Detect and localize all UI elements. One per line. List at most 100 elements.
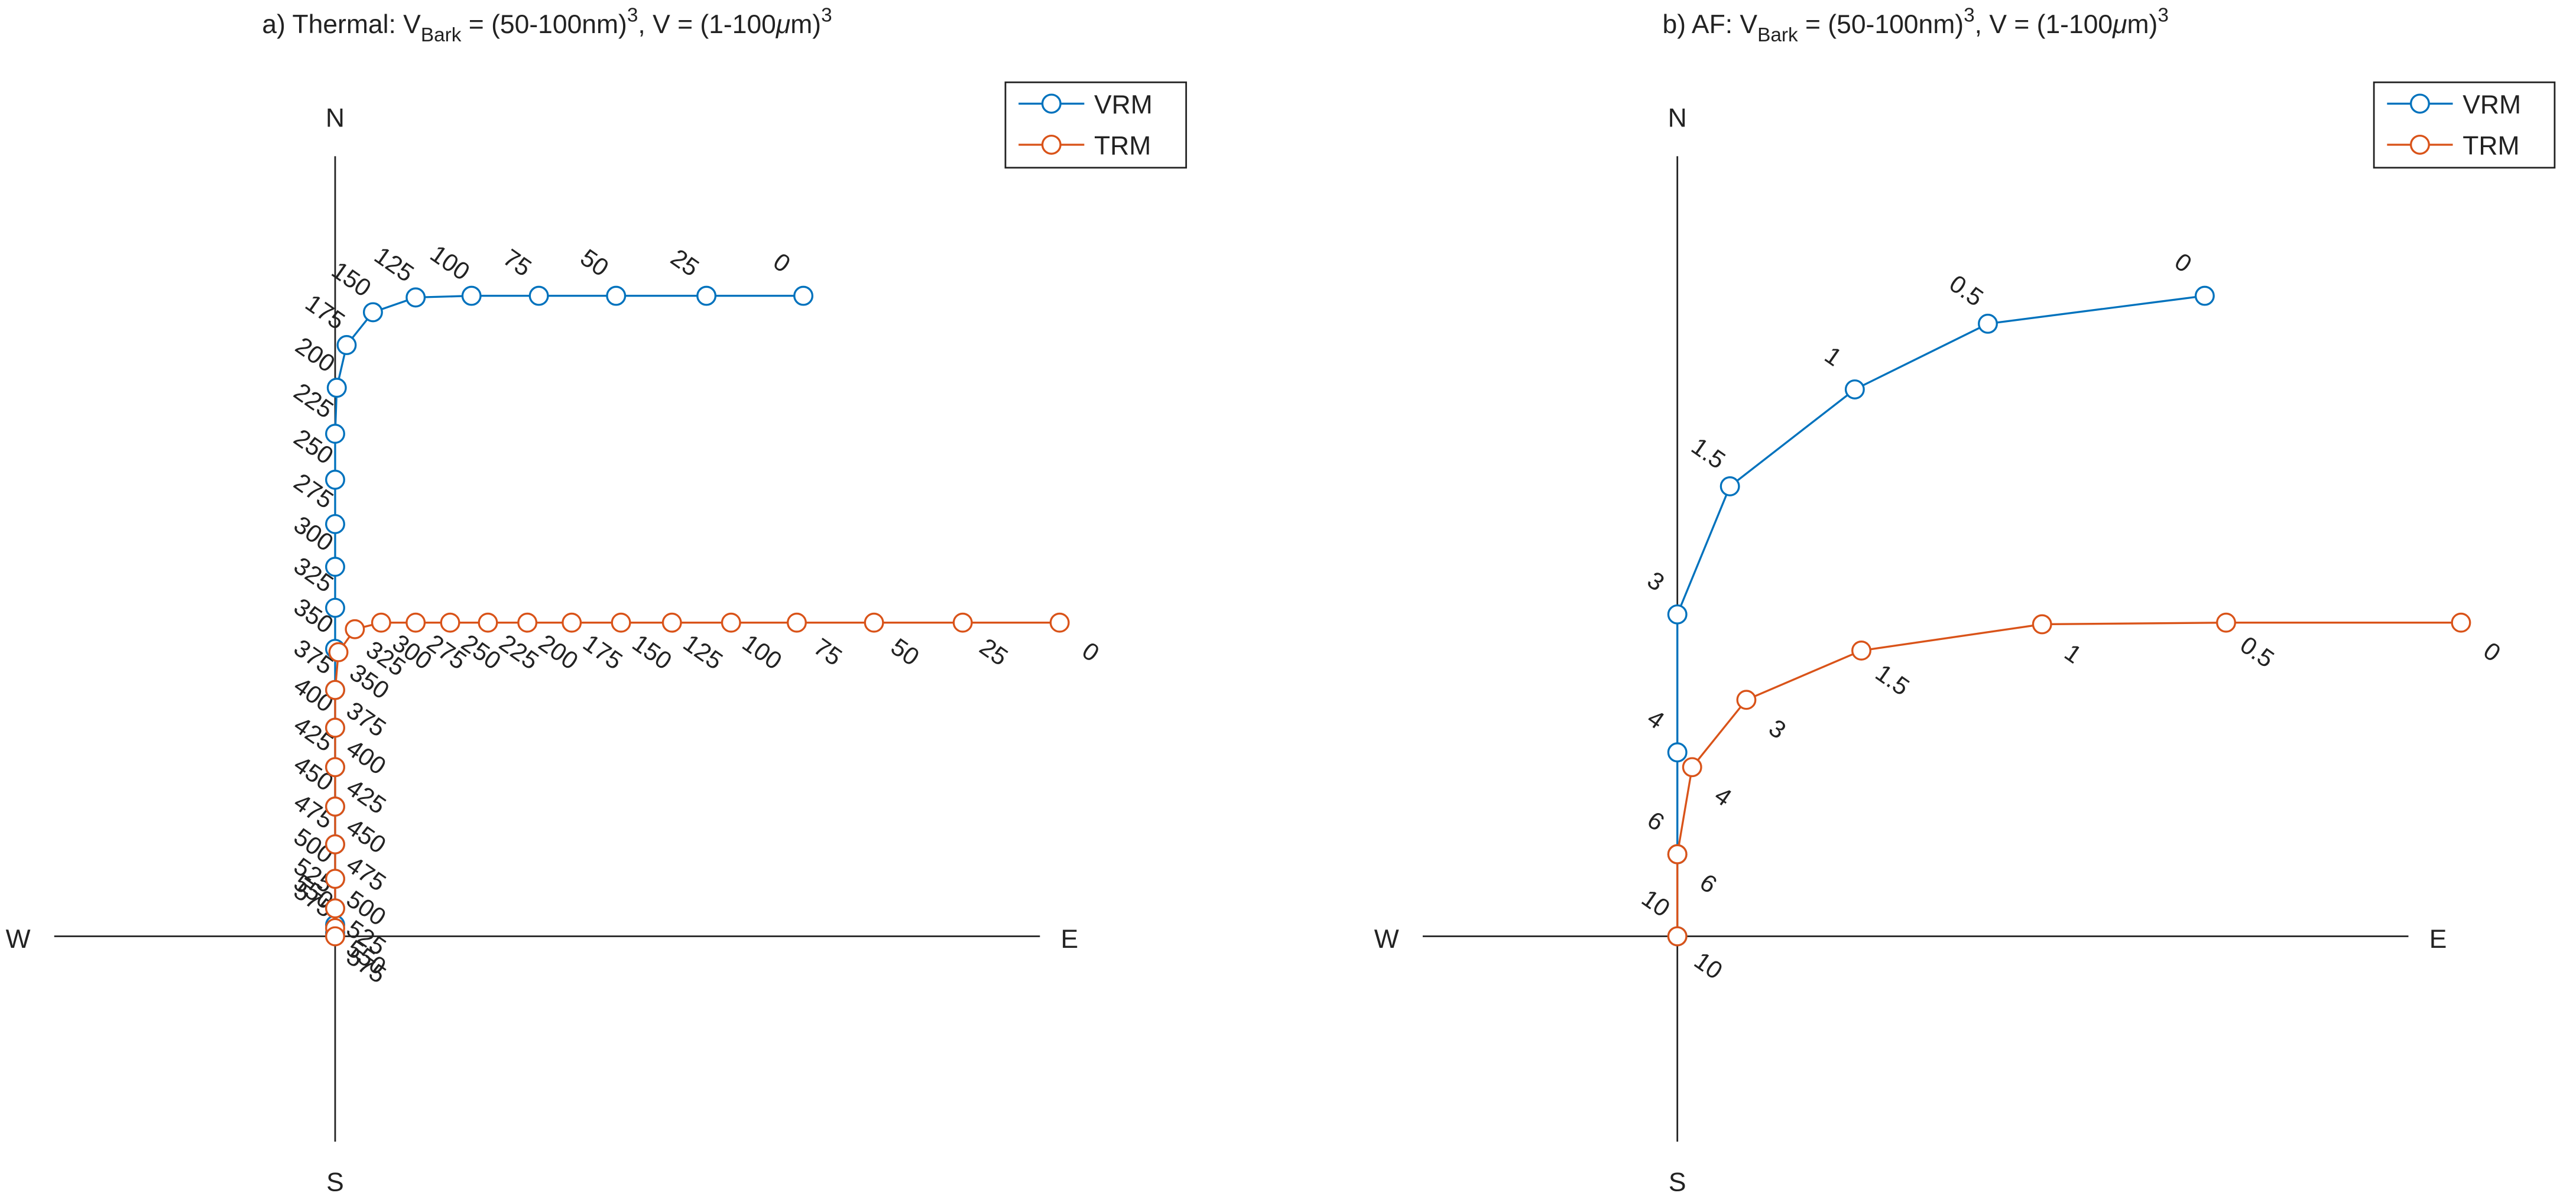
data-point: [1736, 690, 1757, 710]
title-part: 3: [821, 4, 832, 26]
point-label: 50: [886, 632, 924, 671]
point-label: 50: [576, 243, 614, 282]
point-label: 4: [1710, 781, 1737, 812]
point-label: 75: [498, 243, 537, 282]
point-label: 475: [342, 850, 391, 896]
series-line: [1676, 294, 2205, 937]
legend-marker: [1041, 93, 1062, 114]
point-label: 25: [666, 243, 704, 282]
data-point: [1667, 604, 1688, 625]
point-label: 150: [627, 629, 677, 675]
axis-label-w: W: [6, 925, 31, 954]
legend-label: VRM: [2463, 90, 2521, 119]
data-point: [528, 285, 549, 306]
point-label: 6: [1695, 868, 1722, 899]
series-line: [334, 622, 1060, 937]
legend-marker: [2410, 134, 2430, 155]
data-point: [325, 926, 345, 947]
data-point: [661, 612, 682, 633]
data-point: [325, 469, 345, 490]
point-label: 100: [738, 629, 787, 675]
point-label: 125: [369, 241, 419, 287]
point-label: 0.5: [1945, 269, 1988, 312]
title-part: Bark: [1757, 24, 1798, 46]
data-point: [325, 424, 345, 444]
point-label: 425: [342, 773, 391, 819]
point-label: 25: [975, 632, 1013, 671]
title-part: 3: [627, 4, 638, 26]
data-point: [696, 285, 717, 306]
legend-label: TRM: [1094, 132, 1151, 161]
title-part: , V = (1-100: [1975, 10, 2113, 39]
legend-label: VRM: [1094, 90, 1153, 119]
point-label: 1: [1820, 341, 1847, 372]
data-point: [461, 285, 482, 306]
title-part: , V = (1-100: [638, 10, 776, 39]
legend-label: TRM: [2463, 132, 2519, 161]
point-label: 1.5: [1871, 658, 1915, 701]
data-point: [405, 612, 426, 633]
data-point: [325, 680, 345, 700]
data-point: [2451, 612, 2471, 633]
point-label: 175: [578, 629, 628, 675]
data-point: [1667, 844, 1688, 864]
title-part: 3: [2158, 4, 2169, 26]
data-point: [325, 757, 345, 778]
point-label: 150: [327, 256, 377, 302]
point-label: 3: [1643, 566, 1670, 597]
title-part: m): [2127, 10, 2158, 39]
data-point: [345, 619, 365, 639]
point-label: 6: [1643, 805, 1670, 836]
axis-label-s: S: [1669, 1168, 1686, 1196]
data-point: [2194, 285, 2215, 306]
data-point: [478, 612, 498, 633]
title-part: 3: [1964, 4, 1975, 26]
title-part: b) AF: V: [1663, 10, 1758, 39]
chart-title: b) AF: VBark = (50-100nm)3, V = (1-100μm…: [1663, 4, 2169, 46]
data-point: [325, 797, 345, 817]
point-label: 0: [2478, 636, 2506, 667]
data-point: [1667, 742, 1688, 763]
point-label: 1: [2060, 638, 2087, 669]
point-label: 0: [768, 247, 796, 278]
axis-label-n: N: [326, 103, 345, 132]
point-label: 0: [2170, 247, 2197, 278]
series-line: [1676, 622, 2461, 937]
axis-label-e: E: [2429, 925, 2447, 954]
data-point: [1720, 476, 1740, 496]
point-label: 125: [679, 629, 728, 675]
title-part: = (50-100nm): [461, 10, 627, 39]
data-point: [362, 302, 383, 323]
point-label: 4: [1643, 704, 1670, 734]
data-point: [952, 612, 973, 633]
data-point: [405, 287, 426, 308]
data-point: [336, 335, 357, 355]
axis-label-e: E: [1061, 925, 1079, 954]
data-point: [325, 834, 345, 854]
point-label: 0: [1077, 636, 1104, 667]
data-point: [611, 612, 631, 633]
title-part: μ: [776, 10, 790, 39]
point-label: 10: [1689, 946, 1728, 984]
data-point: [325, 557, 345, 577]
data-point: [440, 612, 460, 633]
legend-box: [1004, 81, 1188, 169]
data-point: [606, 285, 627, 306]
title-part: μ: [2112, 10, 2127, 39]
axis-label-n: N: [1668, 103, 1687, 132]
point-label: 3: [1764, 714, 1791, 745]
point-label: 75: [809, 632, 847, 671]
data-point: [1851, 640, 1871, 661]
data-point: [1682, 757, 1702, 778]
data-point: [517, 612, 538, 633]
axis-label-s: S: [326, 1168, 344, 1196]
data-point: [1667, 926, 1688, 947]
point-label: 10: [1637, 884, 1675, 922]
data-point: [793, 285, 814, 306]
point-label: 1.5: [1686, 432, 1730, 474]
legend-marker: [2410, 93, 2430, 114]
data-point: [721, 612, 741, 633]
point-label: 450: [342, 812, 391, 859]
